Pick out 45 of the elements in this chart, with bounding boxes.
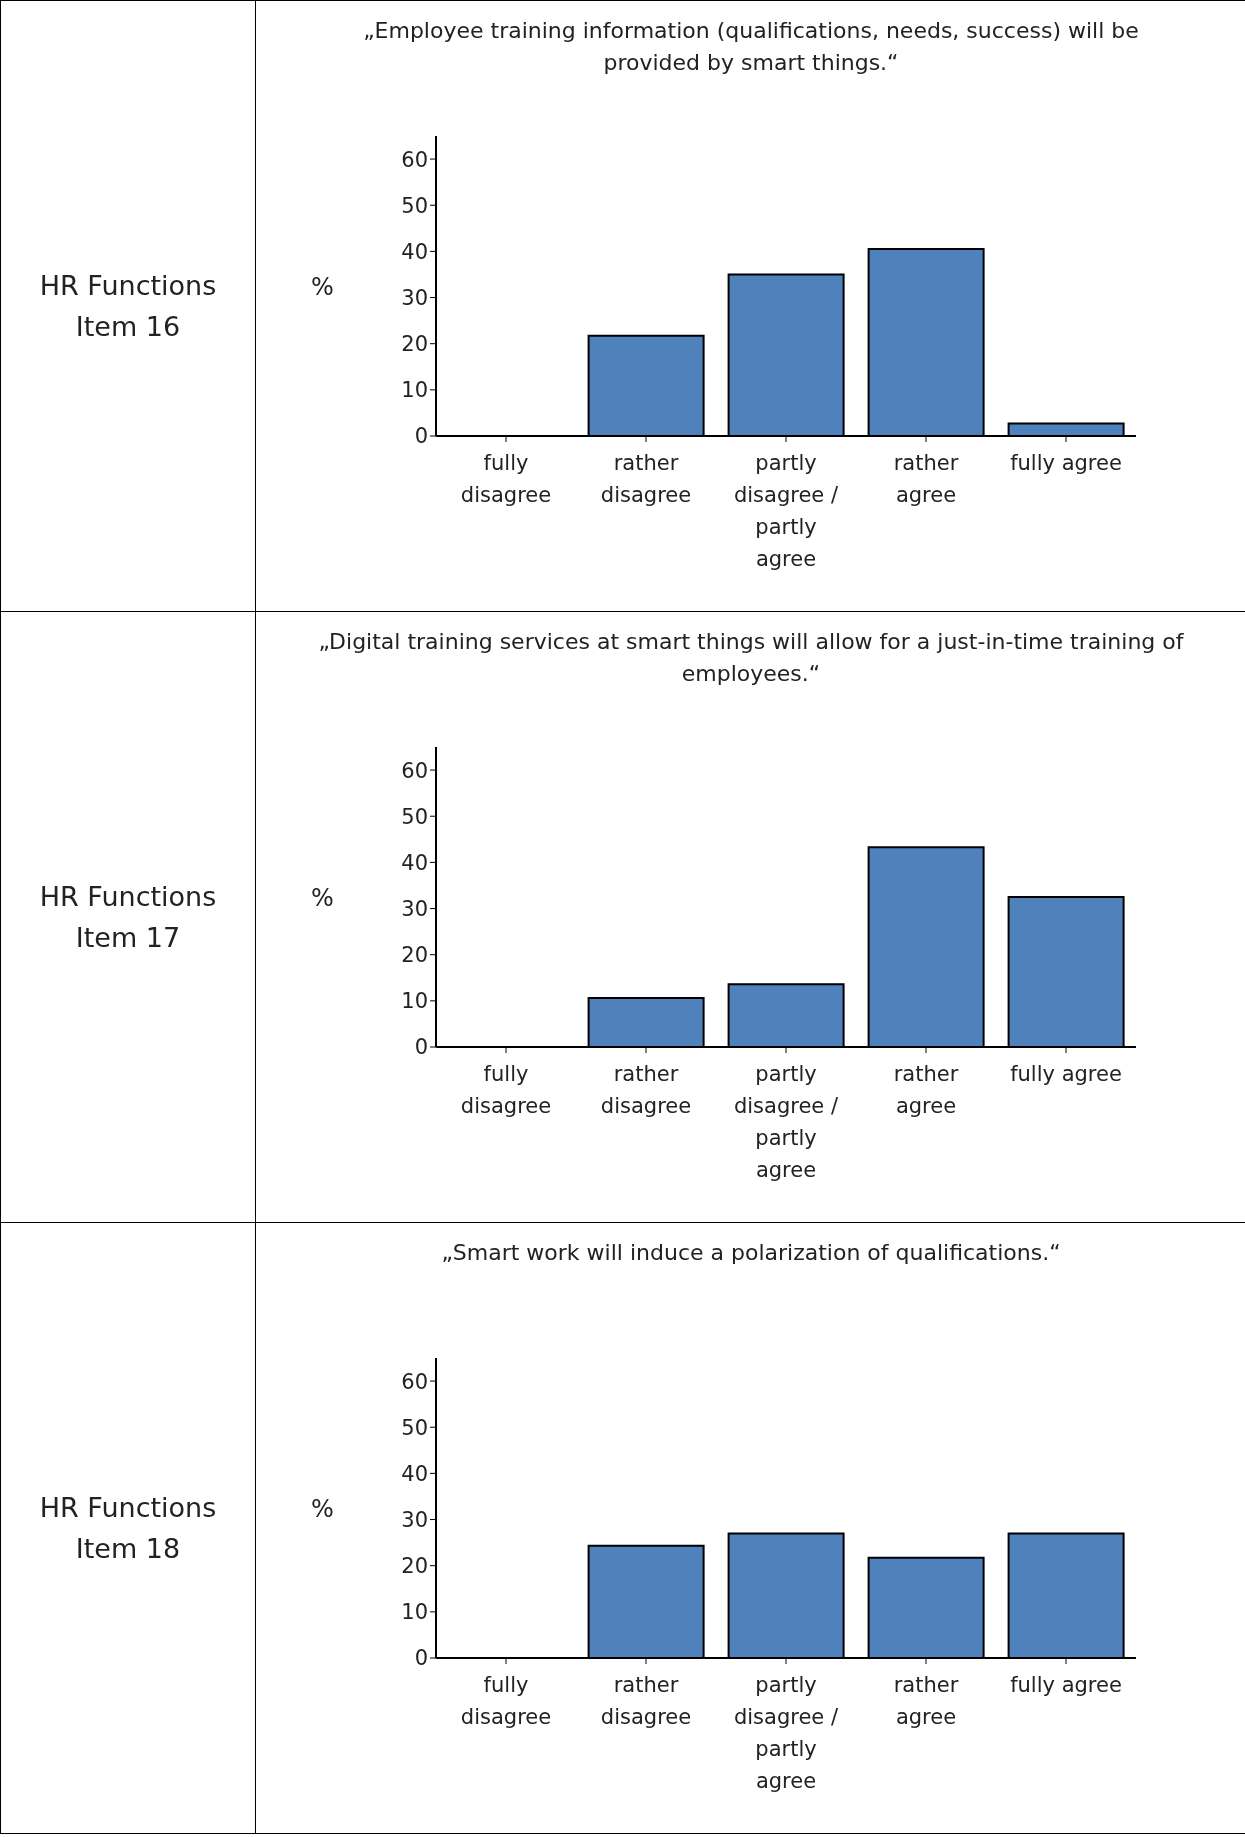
y-tick-label: 30: [401, 896, 428, 921]
chart-title: „Smart work will induce a polarization of qualifications.“: [440, 1239, 1062, 1267]
chart-title: „Digital training services at smart things will allow for a just-in-time training of employees.“: [317, 628, 1185, 688]
y-tick-label: 50: [401, 804, 428, 829]
x-tick-label: partly disagree / partly agree: [733, 1062, 839, 1182]
x-tick-label: rather agree: [893, 1673, 959, 1729]
y-tick-label: 50: [401, 193, 428, 218]
x-tick-label: rather agree: [893, 1062, 959, 1118]
x-tick-label: rather disagree: [600, 1062, 692, 1118]
x-tick-label: partly disagree / partly agree: [733, 1673, 839, 1793]
y-tick-label: 30: [401, 1507, 428, 1532]
text: HR Functions Item 18: [38, 1491, 218, 1566]
y-tick-label: 10: [401, 989, 428, 1014]
x-tick-label: fully agree: [1010, 451, 1122, 475]
y-axis-title: %: [311, 883, 334, 912]
y-tick-label: 60: [401, 758, 428, 783]
y-axis-title: %: [311, 272, 334, 301]
x-tick-label: fully disagree: [460, 451, 552, 507]
y-tick-label: 0: [414, 1646, 428, 1671]
y-tick-label: 10: [401, 378, 428, 403]
y-tick-label: 60: [401, 1369, 428, 1394]
y-tick-label: 0: [414, 1035, 428, 1060]
x-tick-label: rather agree: [893, 451, 959, 507]
x-tick-label: partly disagree / partly agree: [733, 451, 839, 571]
x-tick-label: fully agree: [1010, 1673, 1122, 1697]
y-tick-label: 20: [401, 1554, 428, 1579]
x-tick-label: rather disagree: [600, 451, 692, 507]
y-tick-label: 40: [401, 1461, 428, 1486]
x-tick-label: fully disagree: [460, 1062, 552, 1118]
y-tick-label: 20: [401, 943, 428, 968]
y-tick-label: 10: [401, 1600, 428, 1625]
y-tick-label: 60: [401, 147, 428, 172]
text: HR Functions Item 16: [38, 269, 218, 344]
y-tick-label: 40: [401, 850, 428, 875]
y-axis-title: %: [311, 1494, 334, 1523]
y-tick-label: 40: [401, 239, 428, 264]
y-tick-label: 50: [401, 1415, 428, 1440]
y-tick-label: 20: [401, 332, 428, 357]
x-tick-label: rather disagree: [600, 1673, 692, 1729]
text: HR Functions Item 17: [38, 880, 218, 955]
y-tick-label: 0: [414, 424, 428, 449]
x-tick-label: fully agree: [1010, 1062, 1122, 1086]
x-tick-label: fully disagree: [460, 1673, 552, 1729]
chart-title: „Employee training information (qualifications, needs, success) will be provided by smart things.“: [362, 17, 1140, 77]
y-tick-label: 30: [401, 285, 428, 310]
